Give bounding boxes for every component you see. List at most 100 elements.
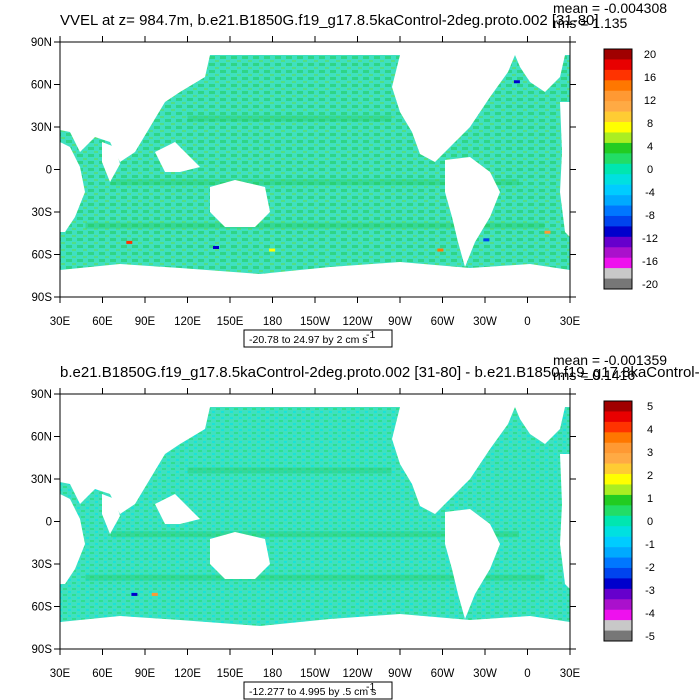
colorbar-swatch <box>604 567 632 579</box>
lat-label: 30N <box>31 474 52 486</box>
colorbar-label: 8 <box>647 118 653 130</box>
lon-label: 30W <box>473 316 497 328</box>
lon-label: 180 <box>263 316 282 328</box>
colorbar-swatch <box>604 101 632 112</box>
panel-title: VVEL at z= 984.7m, b.e21.B1850G.f19_g17.… <box>60 12 599 29</box>
colorbar-swatch <box>604 432 632 444</box>
panel-title: b.e21.B1850G.f19_g17.8.5kaControl-2deg.p… <box>60 364 700 381</box>
colorbar-label: -2 <box>645 562 655 574</box>
lat-label: 60S <box>32 602 53 614</box>
lon-label: 120W <box>342 316 372 328</box>
anomaly-spot <box>483 238 490 242</box>
colorbar-swatch <box>604 599 632 610</box>
colorbar-label: -20 <box>642 279 658 291</box>
lat-label: 90S <box>32 644 53 656</box>
contour-info-box <box>243 329 393 348</box>
lon-label: 30W <box>473 668 497 680</box>
colorbar-swatch <box>604 122 632 133</box>
mean-label: mean = -0.004308 <box>553 0 667 16</box>
lon-label: 60E <box>92 316 113 328</box>
colorbar-swatch <box>604 578 632 590</box>
anomaly-spot <box>269 248 276 252</box>
colorbar-label: -12 <box>642 233 658 245</box>
colorbar-label: 12 <box>644 95 656 107</box>
colorbar-label: -4 <box>645 608 655 620</box>
lon-label: 150W <box>300 668 330 680</box>
colorbar-swatch <box>604 536 632 548</box>
colorbar-label: 20 <box>644 49 656 61</box>
colorbar-label: 2 <box>647 470 653 482</box>
lon-label: 30E <box>560 668 581 680</box>
colorbar-swatch <box>604 205 632 217</box>
colorbar-swatch <box>604 526 632 537</box>
contour-info: -20.78 to 24.97 by 2 cm s-1 <box>243 329 393 348</box>
lat-label: 0 <box>46 517 52 529</box>
colorbar-swatch <box>604 80 632 92</box>
colorbar-swatch <box>604 268 632 279</box>
anomaly-spot <box>151 592 158 596</box>
colorbar-swatch <box>604 215 632 227</box>
lon-label: 150W <box>300 316 330 328</box>
lon-label: 90E <box>135 316 156 328</box>
lat-label: 90S <box>32 292 53 304</box>
colorbar-label: -16 <box>642 256 658 268</box>
panel-2: b.e21.B1850G.f19_g17.8.5kaControl-2deg.p… <box>31 352 700 700</box>
contour-info-sup: -1 <box>366 681 375 693</box>
panel-1: VVEL at z= 984.7m, b.e21.B1850G.f19_g17.… <box>31 0 667 348</box>
lon-label: 60W <box>431 316 455 328</box>
colorbar-swatch <box>604 609 632 621</box>
lat-label: 60S <box>32 250 53 262</box>
lon-label: 90E <box>135 668 156 680</box>
anomaly-spot <box>131 592 138 596</box>
colorbar-swatch <box>604 257 632 269</box>
colorbar-label: 4 <box>647 424 653 436</box>
lat-label: 0 <box>46 165 52 177</box>
colorbar-swatch <box>604 174 632 185</box>
colorbar-label: 1 <box>647 493 653 505</box>
contour-info-text: -12.277 to 4.995 by .5 cm s <box>249 686 376 698</box>
colorbar-swatch <box>604 142 632 154</box>
colorbar-swatch <box>604 226 632 238</box>
colorbar-label: -3 <box>645 585 655 597</box>
colorbar-swatch <box>604 278 632 290</box>
colorbar-swatch <box>604 505 632 517</box>
lon-label: 180 <box>263 668 282 680</box>
lat-label: 30S <box>32 559 53 571</box>
mean-label: mean = -0.001359 <box>553 352 667 368</box>
lat-label: 60N <box>31 80 52 92</box>
lon-label: 120E <box>174 668 201 680</box>
lon-label: 90W <box>388 668 412 680</box>
contour-info-box <box>243 681 393 700</box>
colorbar-label: 5 <box>647 401 653 413</box>
colorbar-swatch <box>604 184 632 196</box>
lat-label: 30N <box>31 122 52 134</box>
anomaly-spot <box>126 240 133 244</box>
lon-label: 60W <box>431 668 455 680</box>
lon-label: 120E <box>174 316 201 328</box>
anomaly-spot <box>213 246 219 249</box>
colorbar-label: 4 <box>647 141 653 153</box>
colorbar-swatch <box>604 421 632 433</box>
colorbar-label: 0 <box>647 164 653 176</box>
anomaly-spot <box>437 248 444 252</box>
contour-info: -12.277 to 4.995 by .5 cm s-1 <box>243 681 393 700</box>
colorbar-swatch <box>604 153 632 165</box>
colorbar-swatch <box>604 588 632 600</box>
colorbar-label: 0 <box>647 516 653 528</box>
lat-label: 60N <box>31 432 52 444</box>
colorbar-swatch <box>604 49 632 60</box>
anomaly-spot <box>544 230 551 234</box>
lon-label: 60E <box>92 668 113 680</box>
colorbar-swatch <box>604 163 632 175</box>
colorbar-swatch <box>604 132 632 144</box>
lon-label: 0 <box>524 668 530 680</box>
lon-label: 30E <box>50 668 71 680</box>
colorbar-swatch <box>604 557 632 569</box>
colorbar-label: -8 <box>645 210 655 222</box>
colorbar-swatch <box>604 484 632 496</box>
colorbar-label: 16 <box>644 72 656 84</box>
lat-label: 30S <box>32 207 53 219</box>
lon-label: 120W <box>342 668 372 680</box>
colorbar-swatch <box>604 247 632 258</box>
